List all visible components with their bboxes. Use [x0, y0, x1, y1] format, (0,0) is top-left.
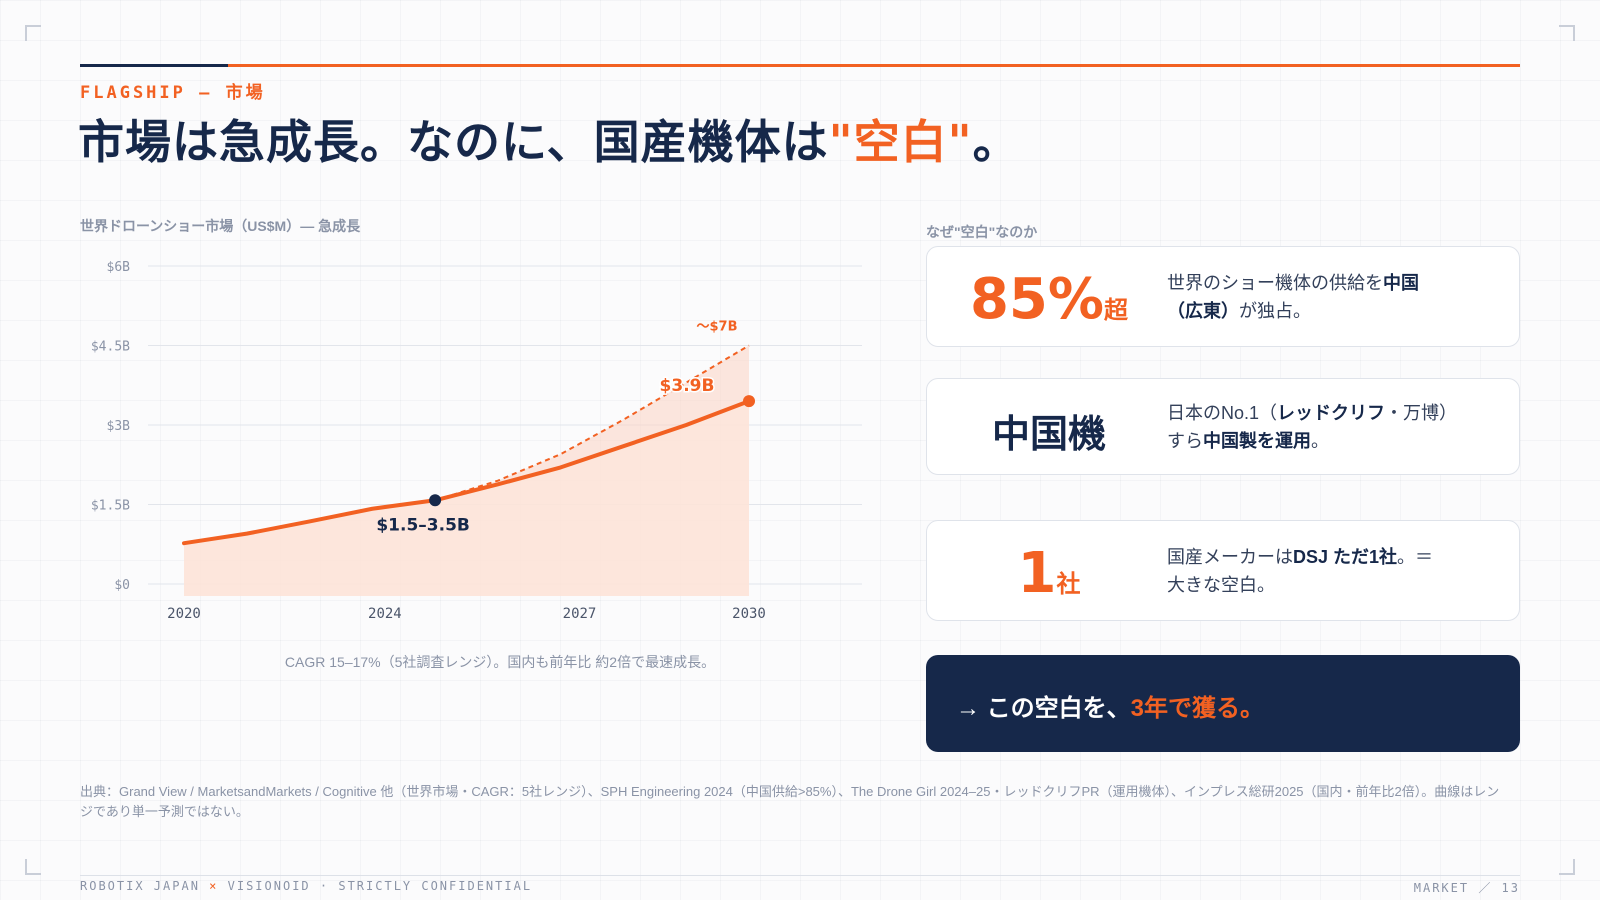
stat-card-line-1: 日本のNo.1（レッドクリフ・万博） [1167, 403, 1458, 423]
top-rule-accent [80, 64, 228, 67]
chart-labels: $6B $4.5B $3B $1.5B $0 2020 2024 2027 2030 $1.5–3… [91, 260, 766, 622]
corner-mark-bottom-right [1559, 859, 1575, 875]
stat-card-value-number: 85% [969, 267, 1105, 332]
stat-card-description: 日本のNo.1（レッドクリフ・万博） すら中国製を運用。 [1167, 399, 1457, 455]
chart-marks [429, 395, 755, 507]
x-tick-label: 2024 [368, 606, 402, 622]
footer-page-number: MARKET ／ 13 [1413, 881, 1520, 895]
stat-card-value-unit: 超 [1104, 296, 1129, 324]
stat-card-value: 中国機 [991, 412, 1106, 456]
current-market-point [429, 494, 442, 507]
upper-range-line [434, 344, 750, 502]
page-title-accent: "空白" [828, 115, 973, 169]
annotation-upper-forecast: 〜$7B [697, 320, 738, 335]
stat-card-value-number: 1 [1017, 541, 1057, 606]
stat-card-china-share: 85%超 世界のショー機体の供給を中国 （広東）が独占。 [926, 246, 1520, 347]
stat-card-value: 1社 [927, 541, 1171, 606]
stat-card-line-2: （広東）が独占。 [1167, 301, 1311, 321]
call-to-action-text: → この空白を、3年で獲る。 [956, 695, 1265, 722]
stat-card-line-1: 世界のショー機体の供給を中国 [1167, 273, 1419, 293]
y-tick-label: $6B [107, 260, 131, 275]
annotation-base-forecast: $3.9B [660, 376, 715, 396]
corner-mark-top-left [25, 25, 41, 41]
forecast-end-point [743, 395, 755, 408]
side-caption: なぜ"空白"なのか [926, 224, 1038, 240]
chart-caption: 世界ドローンショー市場（US$M）— 急成長 [80, 218, 361, 234]
top-rule [80, 64, 1520, 67]
y-tick-label: $3B [107, 419, 131, 434]
page-title-end: 。 [972, 115, 1020, 169]
stat-card-value-unit: 社 [1056, 570, 1081, 598]
x-tick-label: 2030 [732, 606, 766, 622]
stat-card-line-1: 国産メーカーはDSJ ただ1社。＝ [1167, 547, 1434, 567]
stat-card-chinese-drones: 中国機 日本のNo.1（レッドクリフ・万博） すら中国製を運用。 [926, 378, 1520, 475]
page-title: 市場は急成長。なのに、国産機体は"空白"。 [78, 106, 1020, 172]
stat-card-line-2: 大きな空白。 [1167, 575, 1275, 595]
y-tick-label: $0 [114, 578, 130, 593]
y-tick-label: $1.5B [91, 499, 130, 514]
page-title-main: 市場は急成長。なのに、国産機体は [78, 115, 829, 169]
main-series-area [184, 401, 749, 596]
stat-card-domestic-makers: 1社 国産メーカーはDSJ ただ1社。＝ 大きな空白。 [926, 520, 1520, 621]
section-eyebrow: FLAGSHIP — 市場 [80, 83, 266, 103]
source-note: 出典：Grand View / MarketsandMarkets / Cogn… [80, 784, 1500, 819]
chart-note: CAGR 15–17%（5社調査レンジ）。国内も前年比 約2倍で最速成長。 [284, 654, 716, 670]
footer-brand: ROBOTIX JAPAN × VISIONOID · STRICTLY CON… [80, 879, 533, 893]
annotation-current-range: $1.5–3.5B [376, 515, 470, 535]
corner-mark-bottom-left [25, 859, 41, 875]
corner-mark-top-right [1559, 25, 1575, 41]
market-growth-chart: $6B $4.5B $3B $1.5B $0 2020 2024 2027 2030 $1.5–3… [91, 260, 862, 622]
y-tick-label: $4.5B [91, 340, 130, 355]
chart-lines [182, 344, 751, 546]
call-to-action-banner: → この空白を、3年で獲る。 [926, 655, 1520, 752]
bottom-rule [80, 875, 1520, 876]
x-tick-label: 2027 [563, 606, 597, 622]
x-tick-label: 2020 [167, 606, 201, 622]
stat-card-description: 世界のショー機体の供給を中国 （広東）が独占。 [1167, 269, 1419, 325]
main-series-line [182, 399, 751, 546]
stat-card-value: 85%超 [927, 267, 1171, 332]
stat-card-description: 国産メーカーはDSJ ただ1社。＝ 大きな空白。 [1167, 543, 1433, 599]
stat-card-line-2: すら中国製を運用。 [1167, 431, 1329, 451]
